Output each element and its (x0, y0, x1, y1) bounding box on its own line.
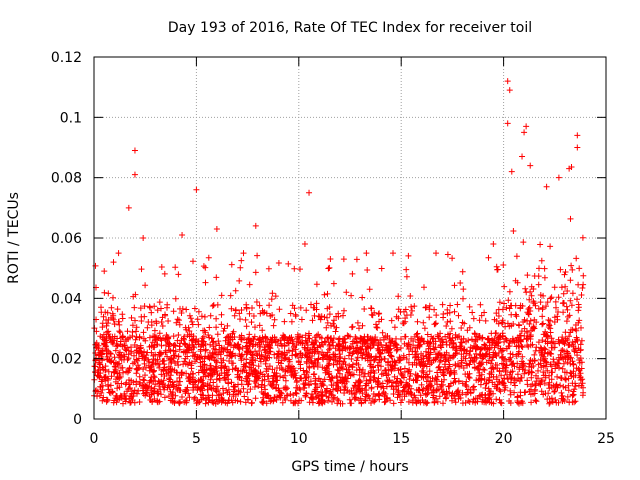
y-tick-label: 0.02 (51, 352, 82, 368)
data-point (523, 123, 530, 130)
data-point (490, 241, 497, 248)
data-point (240, 250, 247, 257)
y-tick-label: 0.08 (51, 171, 82, 187)
data-point (301, 241, 308, 248)
data-point (131, 171, 138, 178)
data-point (252, 222, 259, 229)
data-point (193, 186, 200, 193)
data-point (574, 132, 581, 139)
data-point (508, 168, 515, 175)
data-point (504, 120, 511, 127)
data-point (574, 144, 581, 151)
data-point-cloud (91, 164, 587, 407)
y-tick-label: 0 (73, 412, 82, 428)
axes: 0 5 10 15 20 25 0 0.02 0.04 0.06 0.08 0.1 0.12 (51, 50, 615, 447)
y-tick-label: 0.1 (60, 110, 82, 126)
data-point (306, 189, 313, 196)
x-tick-label: 10 (290, 431, 308, 447)
data-point (363, 250, 370, 257)
x-axis-label: GPS time / hours (291, 459, 408, 475)
data-point (504, 78, 511, 85)
data-point (179, 231, 186, 238)
data-point (131, 147, 138, 154)
y-tick-label: 0.12 (51, 50, 82, 66)
x-tick-label: 0 (90, 431, 99, 447)
x-tick-label: 5 (192, 431, 201, 447)
data-point (125, 204, 132, 211)
data-point (555, 174, 562, 181)
data-point (340, 256, 347, 263)
data-point (521, 129, 528, 136)
data-point (527, 162, 534, 169)
data-points (91, 78, 587, 407)
data-point (115, 250, 122, 257)
data-point (506, 87, 513, 94)
data-point (390, 250, 397, 257)
data-point (433, 250, 440, 257)
data-point (566, 165, 573, 172)
chart-title: Day 193 of 2016, Rate Of TEC Index for r… (168, 20, 532, 36)
y-tick-label: 0.04 (51, 291, 82, 307)
data-point (101, 268, 108, 275)
data-point (213, 225, 220, 232)
grid-lines (94, 57, 606, 419)
x-tick-label: 20 (495, 431, 513, 447)
data-point (543, 183, 550, 190)
x-tick-label: 25 (597, 431, 615, 447)
y-axis-label: ROTI / TECUs (6, 192, 22, 284)
data-point (519, 153, 526, 160)
y-tick-label: 0.06 (51, 231, 82, 247)
x-tick-label: 15 (392, 431, 410, 447)
data-point (140, 235, 147, 241)
